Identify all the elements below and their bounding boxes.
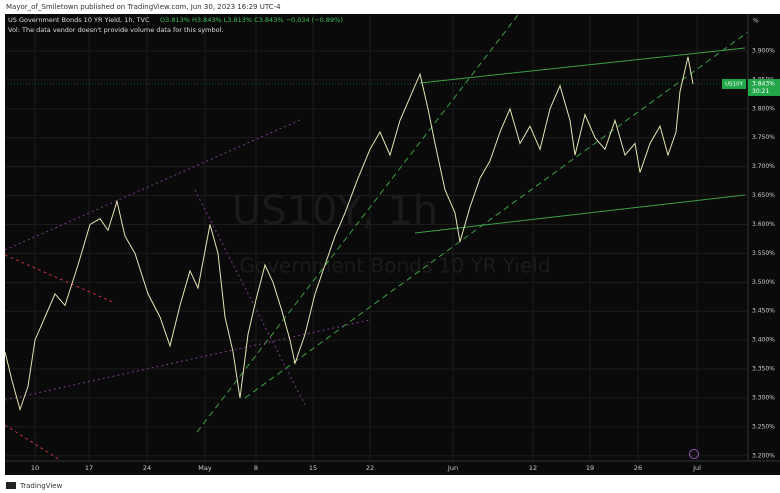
x-tick-label: 12 bbox=[529, 464, 537, 472]
footer: TradingView bbox=[19, 482, 63, 490]
watermark-symbol: US10Y, 1h bbox=[232, 188, 438, 234]
axis-unit: % bbox=[753, 18, 759, 25]
x-tick-label: 24 bbox=[143, 464, 151, 472]
x-tick-label: 22 bbox=[366, 464, 374, 472]
y-tick-label: 3.400% bbox=[752, 337, 775, 344]
header: Mayor_of_Smiletown published on TradingV… bbox=[6, 3, 281, 11]
volume-note: Vol: The data vendor doesn't provide vol… bbox=[8, 26, 223, 34]
plot bbox=[4, 56, 694, 412]
countdown: 30:21 bbox=[752, 88, 769, 95]
pitch-line bbox=[4, 319, 371, 401]
grid bbox=[5, 14, 748, 461]
pitch-line bbox=[4, 254, 116, 304]
y-tick-label: 3.700% bbox=[752, 163, 775, 170]
event-icon[interactable] bbox=[689, 449, 699, 459]
channel-line bbox=[196, 14, 519, 433]
x-tick-label: 26 bbox=[634, 464, 642, 472]
y-tick-label: 3.300% bbox=[752, 394, 775, 401]
channel-line bbox=[244, 31, 749, 399]
chart-bg bbox=[5, 14, 780, 475]
y-tick-label: 3.800% bbox=[752, 105, 775, 112]
y-tick-label: 3.550% bbox=[752, 250, 775, 257]
x-tick-label: Jun bbox=[447, 464, 458, 472]
trend-line bbox=[419, 47, 746, 84]
y-tick-label: 3.750% bbox=[752, 134, 775, 141]
x-tick-label: 15 bbox=[309, 464, 317, 472]
ohlc: O3.813% H3.843% L3.813% C3.843% −0.034 (… bbox=[160, 16, 343, 24]
y-tick-label: 3.250% bbox=[752, 423, 775, 430]
y-tick-label: 3.200% bbox=[752, 452, 775, 459]
price-tag: 3.843% bbox=[752, 80, 775, 87]
y-tick-label: 3.500% bbox=[752, 279, 775, 286]
trend-line bbox=[414, 194, 746, 234]
x-tick-label: 8 bbox=[254, 464, 258, 472]
x-tick-label: 17 bbox=[85, 464, 93, 472]
y-tick-label: 3.900% bbox=[752, 48, 775, 55]
price-tag-bg bbox=[748, 78, 780, 96]
x-tick-label: May bbox=[198, 464, 212, 472]
symbol-tag: US10Y bbox=[725, 81, 744, 87]
price-line bbox=[4, 56, 694, 412]
pitch-line bbox=[194, 189, 306, 406]
chart-title: US Government Bonds 10 YR Yield, 1h, TVC bbox=[8, 16, 150, 24]
pitch-line bbox=[4, 119, 301, 251]
x-tick-label: Jul bbox=[692, 464, 701, 472]
y-tick-label: 3.450% bbox=[752, 308, 775, 315]
x-tick-label: 10 bbox=[31, 464, 39, 472]
watermark-name: Government Bonds 10 YR Yield bbox=[239, 254, 550, 278]
y-tick-label: 3.350% bbox=[752, 366, 775, 373]
x-tick-label: 19 bbox=[586, 464, 594, 472]
y-tick-label: 3.600% bbox=[752, 221, 775, 228]
logo bbox=[6, 482, 16, 489]
y-tick-label: 3.650% bbox=[752, 192, 775, 199]
drawings bbox=[4, 14, 749, 461]
pitch-line bbox=[4, 424, 61, 461]
symbol-tag-bg bbox=[722, 78, 746, 89]
